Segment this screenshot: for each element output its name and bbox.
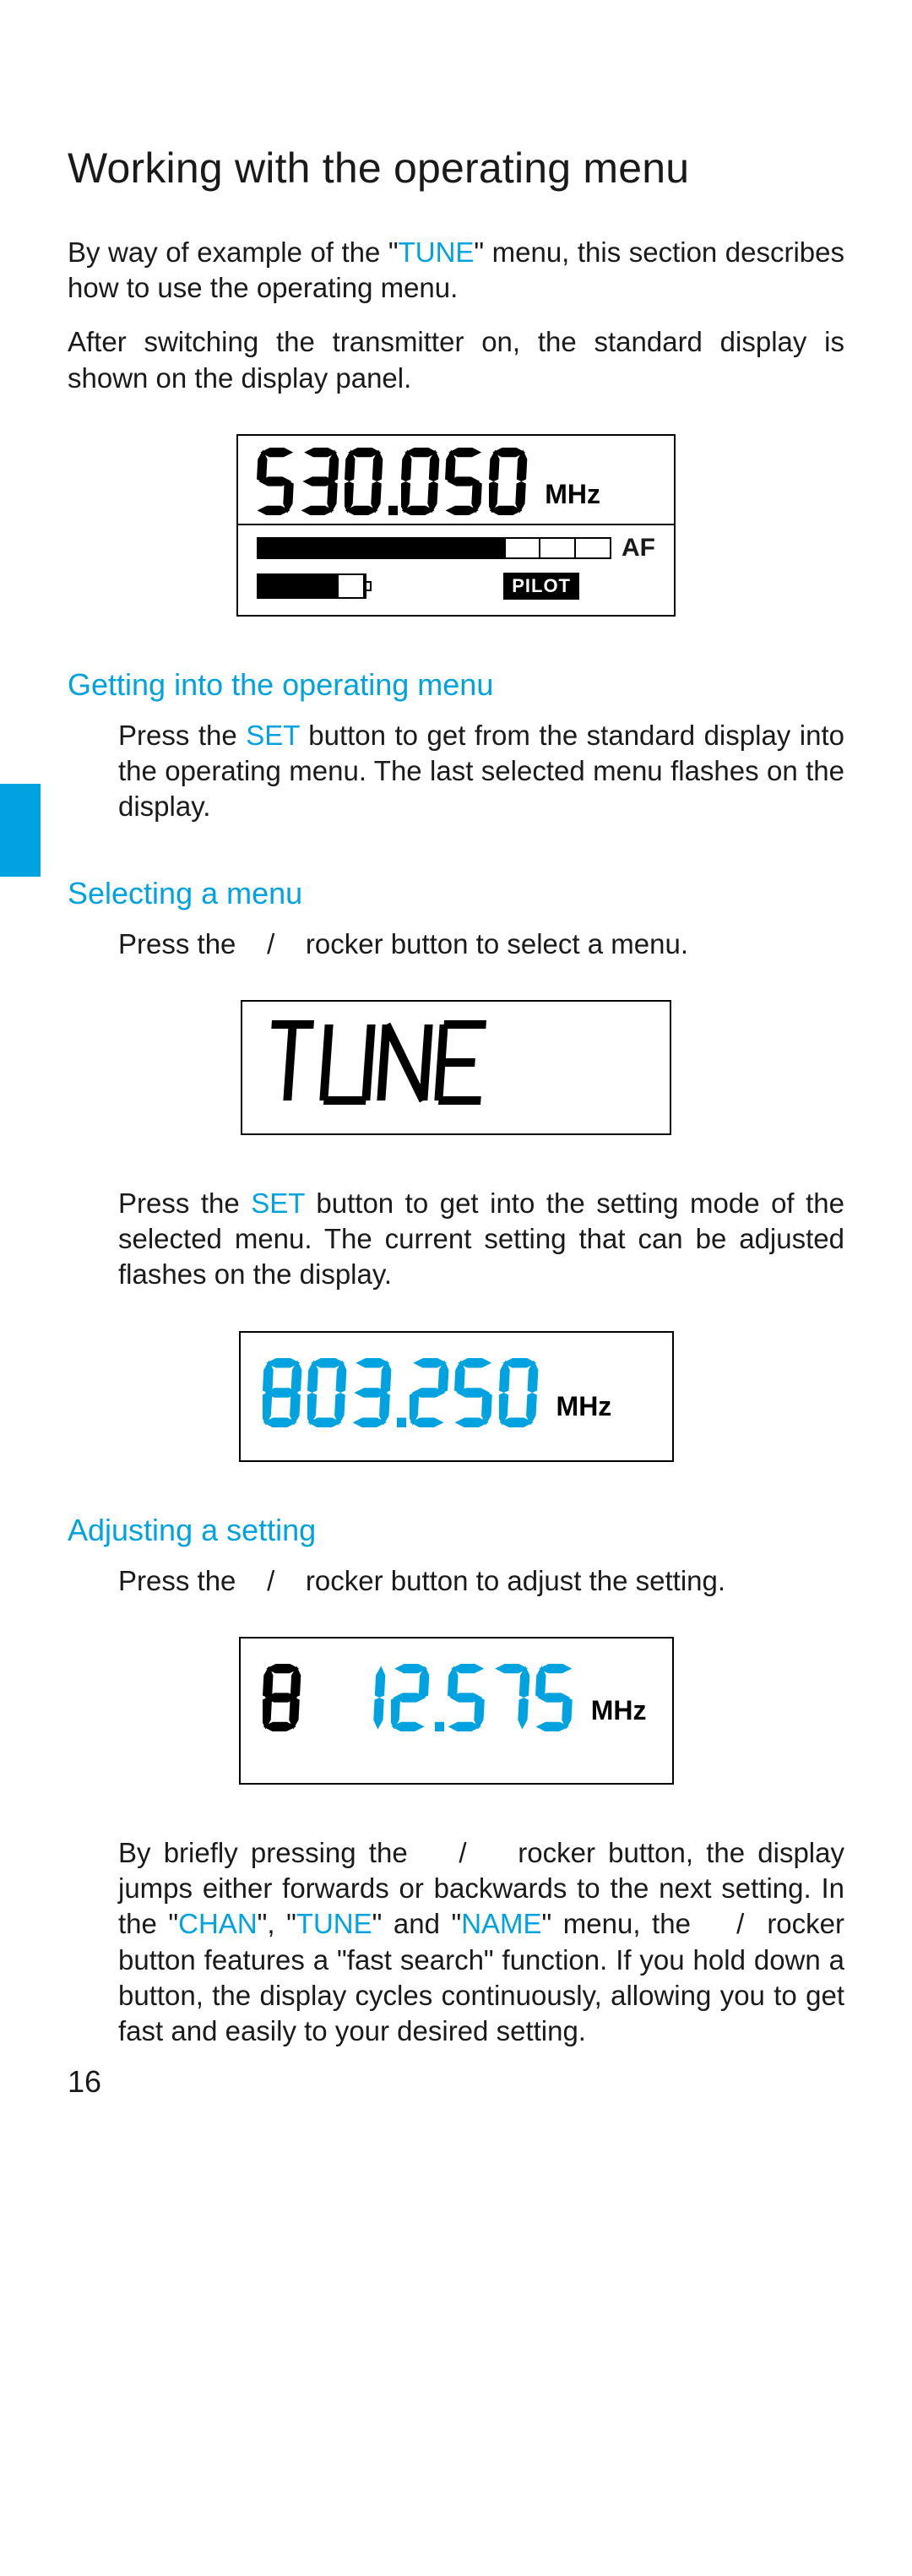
lcd-freq2-display: MHz	[239, 1637, 674, 1785]
pilot-badge: PILOT	[503, 573, 579, 600]
link-chan: CHAN	[178, 1908, 258, 1939]
side-tab	[0, 784, 41, 877]
lcd-freq2-digits	[263, 1664, 576, 1731]
lcd-tune-word	[268, 1020, 644, 1109]
intro-para-2: After switching the transmitter on, the …	[68, 324, 844, 395]
section3-para-1: Press the / rocker button to adjust the …	[118, 1563, 844, 1599]
intro-para-1: By way of example of the "TUNE" menu, th…	[68, 235, 844, 306]
section1-para: Press the SET button to get from the sta…	[118, 718, 844, 825]
text: " and "	[372, 1908, 462, 1939]
section-heading-3: Adjusting a setting	[68, 1513, 844, 1548]
lcd-main-digits	[257, 448, 529, 515]
section-heading-2: Selecting a menu	[68, 876, 844, 911]
section3-para-2: By briefly pressing the / rocker button,…	[118, 1835, 844, 2049]
text: Press the	[118, 1187, 251, 1219]
text: ", "	[258, 1908, 296, 1939]
lcd-main-display: MHz AF PILOT	[236, 434, 676, 617]
link-set-2: SET	[251, 1187, 305, 1219]
page-number: 16	[68, 2064, 101, 2100]
link-name: NAME	[461, 1908, 541, 1939]
section-heading-1: Getting into the operating menu	[68, 667, 844, 703]
link-tune: TUNE	[399, 236, 475, 268]
lcd-tune-display	[241, 1000, 671, 1135]
af-meter: AF	[257, 534, 655, 562]
af-label: AF	[622, 534, 655, 562]
page-title: Working with the operating menu	[68, 144, 844, 193]
battery-row: PILOT	[257, 573, 655, 600]
lcd-freq1-digits	[263, 1358, 541, 1427]
section2-para-2: Press the SET button to get into the set…	[118, 1186, 844, 1293]
text: Press the	[118, 720, 246, 751]
link-tune-2: TUNE	[296, 1908, 372, 1939]
unit-label: MHz	[556, 1391, 612, 1427]
unit-label: MHz	[591, 1695, 647, 1731]
text: By way of example of the "	[68, 236, 399, 268]
unit-label: MHz	[545, 479, 600, 515]
section2-para-1: Press the / rocker button to select a me…	[118, 927, 844, 962]
battery-icon	[257, 573, 366, 599]
lcd-freq1-display: MHz	[239, 1331, 674, 1462]
link-set: SET	[246, 720, 300, 751]
